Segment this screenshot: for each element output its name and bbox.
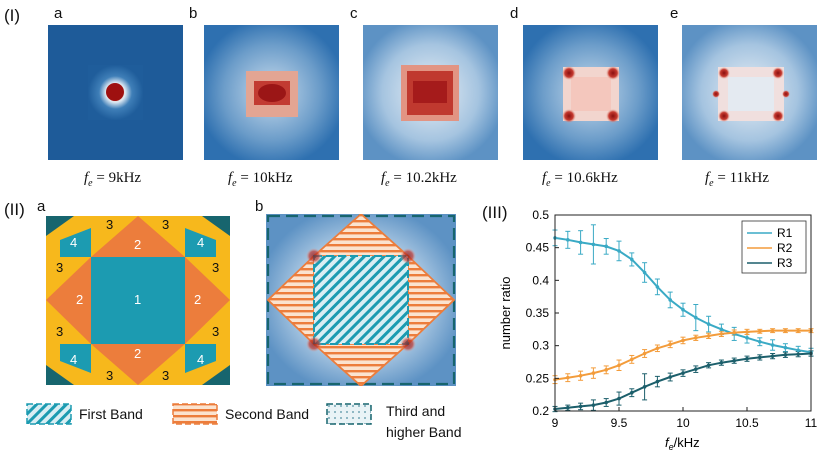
legend-label-r2: R2: [777, 241, 793, 255]
zone-3-bottom-left: 3: [106, 368, 113, 383]
section-label-iii: (III): [482, 203, 508, 222]
third-band-label-line1: Third and: [386, 403, 446, 419]
panel-ii-b-letter: b: [255, 198, 264, 215]
series-line-r3: [554, 352, 812, 410]
zone-3-left-lower: 3: [56, 324, 63, 339]
panel-ii-a-letter: a: [37, 198, 46, 215]
zone-3-left-upper: 3: [56, 260, 63, 275]
zone-4-top-right: 4: [197, 235, 204, 250]
x-tick-label: 10.5: [735, 416, 759, 430]
y-tick-label: 0.4: [532, 273, 549, 287]
zone-2-right: 2: [194, 292, 201, 307]
zone-2-top: 2: [134, 237, 141, 252]
series-line-r2: [554, 329, 811, 381]
zone-2-bottom: 2: [134, 346, 141, 361]
second-band-swatch: [172, 403, 218, 425]
micrograph-c: [363, 25, 498, 160]
y-axis-label: number ratio: [498, 277, 513, 350]
zone-3-top-right: 3: [162, 217, 169, 232]
zone-3-right-lower: 3: [212, 324, 219, 339]
legend-label-r1: R1: [777, 226, 793, 240]
third-band-swatch: [326, 403, 372, 425]
first-band-label: First Band: [79, 406, 143, 422]
y-tick-label: 0.2: [532, 404, 549, 418]
zone-2-left: 2: [76, 292, 83, 307]
brillouin-zone-diagram: 1 2 2 2 2 3 3 3 3 3 3 3 3 4 4 4 4: [46, 216, 230, 385]
micrograph-d: [523, 25, 658, 160]
panel-i-c-letter: c: [350, 5, 358, 22]
zone-3-bottom-right: 3: [162, 368, 169, 383]
second-band-label: Second Band: [225, 406, 310, 422]
caption-freq-c: fe = 10.2kHz: [381, 170, 457, 189]
zone-3-right-upper: 3: [212, 260, 219, 275]
panel-i-d-letter: d: [510, 5, 519, 22]
x-tick-label: 11: [805, 416, 818, 430]
first-band-swatch: [26, 403, 72, 425]
caption-freq-d: fe = 10.6kHz: [542, 170, 618, 189]
x-tick-label: 9: [552, 416, 559, 430]
caption-freq-b: fe = 10kHz: [228, 170, 293, 189]
section-label-i: (I): [4, 6, 21, 25]
caption-freq-a: fe = 9kHz: [84, 170, 142, 189]
x-tick-label: 10: [676, 416, 690, 430]
zone-4-top-left: 4: [70, 235, 77, 250]
band-overlay-figure: [266, 214, 456, 386]
caption-freq-e: fe = 11kHz: [705, 170, 770, 189]
micrograph-e: [682, 25, 817, 160]
panel-i-e-letter: e: [670, 5, 679, 22]
x-axis-label: fe/kHz: [665, 435, 700, 452]
y-tick-label: 0.3: [532, 339, 549, 353]
micrograph-b: [204, 25, 339, 160]
y-tick-label: 0.35: [526, 306, 550, 320]
zone-3-top-left: 3: [106, 217, 113, 232]
zone-4-bottom-right: 4: [197, 352, 204, 367]
y-tick-label: 0.25: [526, 371, 550, 385]
zone-4-bottom-left: 4: [70, 352, 77, 367]
series-line-r1: [554, 236, 812, 354]
y-tick-label: 0.45: [526, 241, 550, 255]
x-tick-label: 9.5: [611, 416, 628, 430]
third-band-label-line2: higher Band: [386, 424, 462, 440]
panel-i-a-letter: a: [54, 5, 63, 22]
legend-box: [741, 220, 807, 274]
micrograph-a: [48, 25, 183, 160]
zone-1-label: 1: [134, 292, 141, 307]
panel-i-b-letter: b: [189, 5, 198, 22]
section-label-ii: (II): [4, 200, 25, 219]
legend-label-r3: R3: [777, 256, 793, 270]
number-ratio-chart: 9 9.5 10 10.5 11 0.2 0.25 0.3 0.35 0.4 0.45 0.5 num…: [498, 208, 818, 452]
y-tick-label: 0.5: [532, 208, 549, 222]
